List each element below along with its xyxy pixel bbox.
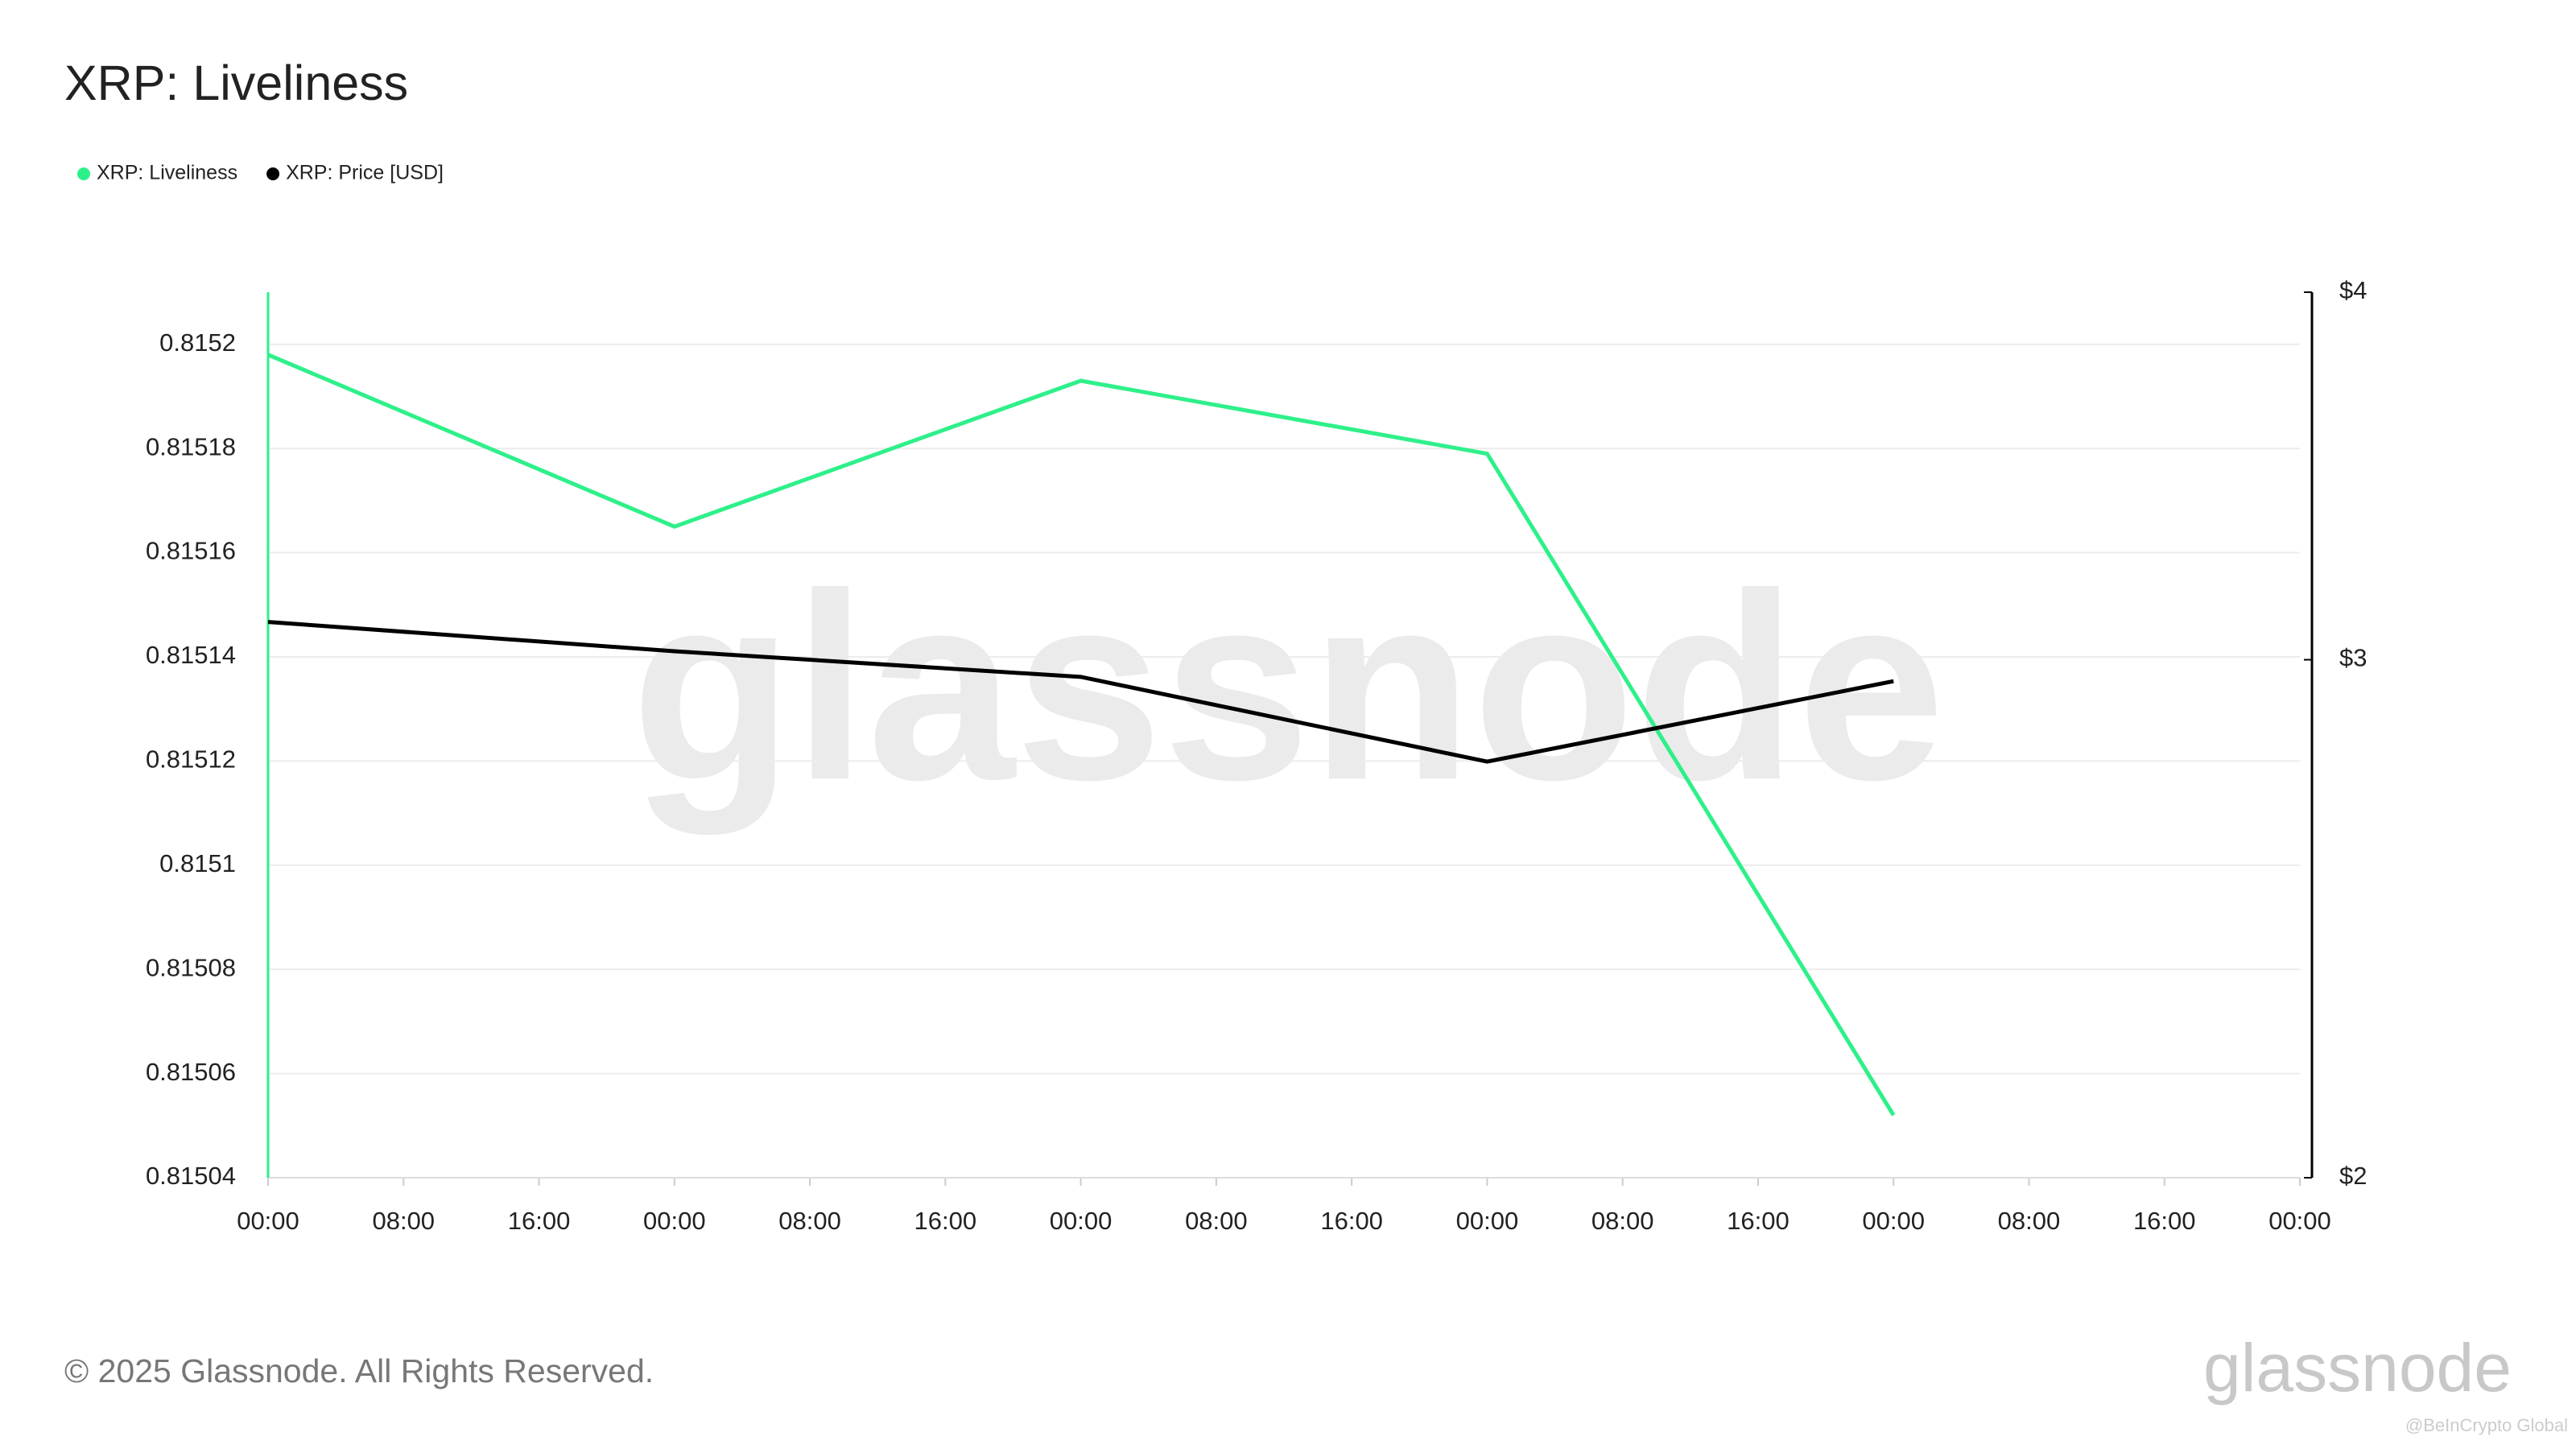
x-tick-label: 16:00 (508, 1207, 571, 1235)
y-tick-label: 0.81514 (146, 641, 236, 669)
credit: @BeInCrypto Global (2405, 1415, 2568, 1435)
y-tick-label: 0.81512 (146, 745, 236, 774)
x-tick-label: 00:00 (1862, 1207, 1925, 1235)
x-tick-label: 16:00 (2133, 1207, 2196, 1235)
x-tick-label: 00:00 (2268, 1207, 2331, 1235)
y2-tick-label: $2 (2339, 1162, 2367, 1190)
y-tick-label: 0.81508 (146, 953, 236, 981)
x-tick-label: 16:00 (1320, 1207, 1383, 1235)
y-tick-label: 0.8151 (159, 849, 236, 877)
y-tick-label: 0.81516 (146, 537, 236, 565)
legend-marker (77, 167, 90, 180)
watermark: glassnode (631, 538, 1945, 836)
y-tick-label: 0.81506 (146, 1058, 236, 1086)
chart-title: XRP: Liveliness (64, 56, 408, 110)
legend-marker (266, 167, 280, 180)
y-tick-label: 0.81504 (146, 1162, 236, 1190)
series-line (267, 353, 1896, 1117)
legend: XRP: Liveliness XRP: Price [USD] (77, 162, 444, 184)
x-tick-label: 08:00 (1591, 1207, 1654, 1235)
x-tick-label: 16:00 (1727, 1207, 1790, 1235)
x-tick-label: 00:00 (237, 1207, 299, 1235)
legend-label: XRP: Liveliness (97, 162, 237, 184)
y2-tick-label: $4 (2339, 276, 2367, 304)
x-tick-label: 08:00 (1998, 1207, 2061, 1235)
x-tick-label: 00:00 (1456, 1207, 1519, 1235)
footer: © 2025 Glassnode. All Rights Reserved. (64, 1352, 654, 1389)
x-tick-label: 00:00 (1050, 1207, 1113, 1235)
x-tick-label: 08:00 (1185, 1207, 1248, 1235)
x-tick-label: 08:00 (778, 1207, 841, 1235)
legend-label: XRP: Price [USD] (286, 162, 444, 184)
y-tick-label: 0.8152 (159, 328, 236, 357)
logo: glassnode (2203, 1330, 2512, 1406)
y-tick-label: 0.81518 (146, 432, 236, 460)
x-tick-label: 08:00 (372, 1207, 435, 1235)
x-tick-label: 00:00 (643, 1207, 706, 1235)
y2-tick-label: $3 (2339, 644, 2367, 672)
series-line (267, 620, 1894, 764)
x-tick-label: 16:00 (914, 1207, 977, 1235)
